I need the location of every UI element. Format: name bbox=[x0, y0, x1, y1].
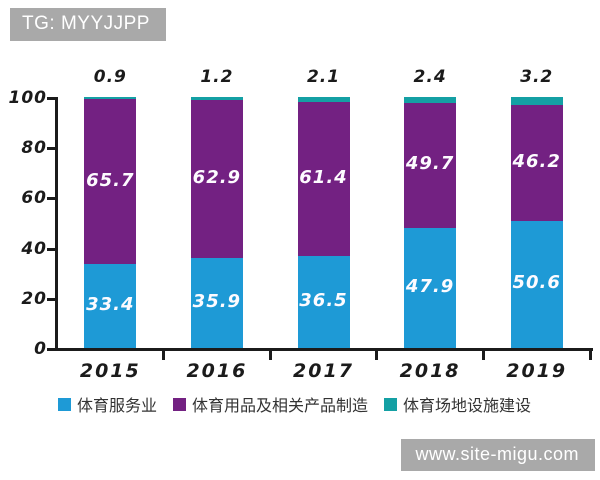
bar-segment-purple: 46.2 bbox=[510, 105, 563, 221]
bar-segment-blue: 33.4 bbox=[84, 264, 137, 348]
y-axis-tick bbox=[47, 247, 56, 251]
legend-item: 体育服务业 bbox=[58, 392, 157, 416]
bar-segment-teal bbox=[404, 97, 457, 104]
y-axis-tick-label: 60 bbox=[21, 188, 47, 209]
segment-value-label: 46.2 bbox=[512, 151, 561, 172]
legend-label: 体育服务业 bbox=[77, 396, 158, 415]
top-value-label: 2.1 bbox=[306, 67, 341, 87]
top-value-label: 2.4 bbox=[413, 67, 447, 87]
x-axis-category-label: 2018 bbox=[399, 360, 461, 382]
x-axis-category-label: 2015 bbox=[79, 360, 141, 382]
legend-label: 体育用品及相关产品制造 bbox=[192, 396, 369, 415]
bar-segment-blue: 47.9 bbox=[404, 227, 457, 348]
legend-swatch-icon bbox=[58, 397, 71, 411]
x-axis-tick bbox=[481, 351, 485, 360]
segment-value-label: 65.7 bbox=[86, 169, 135, 191]
y-axis-tick bbox=[47, 97, 56, 100]
x-axis-category-label: 2016 bbox=[186, 360, 248, 382]
legend-item: 体育用品及相关产品制造 bbox=[173, 392, 368, 416]
top-value-label: 1.2 bbox=[200, 67, 234, 87]
x-axis-tick bbox=[268, 351, 272, 360]
segment-value-label: 36.5 bbox=[299, 290, 348, 312]
bar-segment-purple: 62.9 bbox=[190, 100, 243, 258]
top-value-label: 3.2 bbox=[520, 67, 554, 87]
x-axis-category-label: 2019 bbox=[506, 360, 568, 382]
watermark: www.site-migu.com bbox=[401, 439, 595, 471]
chart-legend: 体育服务业 体育用品及相关产品制造 体育场地设施建设 bbox=[58, 392, 531, 416]
x-axis-tick bbox=[162, 351, 166, 360]
x-axis-category-label: 2017 bbox=[293, 360, 354, 382]
y-axis-tick bbox=[47, 147, 56, 151]
y-axis-tick-label: 0 bbox=[34, 339, 47, 359]
segment-value-label: 50.6 bbox=[512, 272, 561, 294]
bar-segment-purple: 61.4 bbox=[297, 102, 350, 257]
bar-segment-teal bbox=[297, 97, 350, 103]
segment-value-label: 33.4 bbox=[86, 294, 135, 316]
segment-value-label: 61.4 bbox=[299, 167, 348, 189]
bar-segment-teal bbox=[510, 97, 563, 106]
legend-label: 体育场地设施建设 bbox=[403, 396, 532, 415]
bar-segment-teal bbox=[84, 97, 137, 100]
x-axis-tick bbox=[375, 351, 379, 360]
legend-item: 体育场地设施建设 bbox=[384, 392, 531, 416]
legend-swatch-icon bbox=[384, 397, 398, 411]
y-axis-tick-label: 80 bbox=[21, 138, 47, 159]
y-axis-tick-label: 40 bbox=[21, 238, 47, 259]
bar-segment-teal bbox=[190, 97, 243, 100]
bar-segment-purple: 49.7 bbox=[404, 103, 457, 228]
y-axis-tick-label: 20 bbox=[21, 288, 47, 309]
segment-value-label: 62.9 bbox=[192, 166, 242, 188]
x-axis-tick bbox=[588, 351, 592, 360]
bar-segment-blue: 50.6 bbox=[510, 220, 563, 348]
segment-value-label: 49.7 bbox=[405, 153, 455, 175]
y-axis-tick bbox=[47, 297, 56, 301]
bar-segment-blue: 35.9 bbox=[190, 257, 243, 348]
bar-segment-purple: 65.7 bbox=[84, 99, 137, 265]
legend-swatch-icon bbox=[173, 397, 187, 411]
segment-value-label: 47.9 bbox=[405, 275, 455, 297]
y-axis-tick bbox=[47, 348, 56, 351]
source-tag: TG: MYYJJPP bbox=[10, 8, 166, 41]
y-axis-tick bbox=[47, 197, 56, 201]
top-value-label: 0.9 bbox=[93, 67, 127, 87]
y-axis-line bbox=[55, 97, 58, 351]
y-axis-tick-label: 100 bbox=[8, 88, 47, 108]
x-axis-line bbox=[55, 348, 593, 351]
segment-value-label: 35.9 bbox=[192, 290, 242, 312]
bar-segment-blue: 36.5 bbox=[297, 256, 350, 348]
